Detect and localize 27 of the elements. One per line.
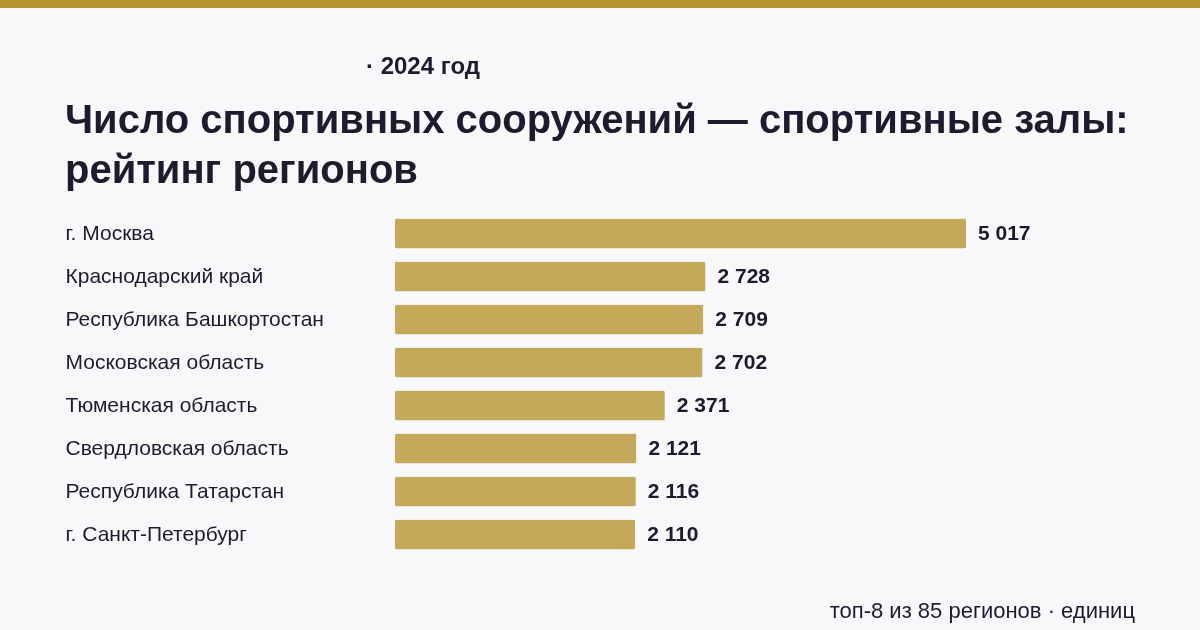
bar [395, 347, 703, 378]
bar [395, 218, 966, 249]
data-label: 2 728 [717, 263, 771, 287]
bar [395, 476, 636, 507]
data-label: 2 121 [648, 435, 702, 459]
text: топ-8 из 85 регионов · единиц [829, 598, 1135, 624]
y-tick-label: г. Москва [65, 220, 155, 244]
bar [395, 261, 706, 292]
bar [395, 390, 665, 421]
y-tick-label: Республика Татарстан [65, 478, 285, 502]
y-tick-label: Свердловская область [65, 435, 289, 459]
chart-title: Число спортивных сооружений — спортивные залы: рейтинг регионов [65, 96, 1130, 193]
y-tick-label: г. Санкт-Петербург [65, 521, 248, 545]
data-label: 2 371 [676, 392, 730, 416]
chart-subtitle: · 2024 год [366, 52, 480, 80]
data-label: 2 709 [715, 306, 768, 330]
data-label: 2 702 [714, 349, 768, 373]
data-label: 5 017 [978, 220, 1031, 244]
data-label: 2 116 [647, 478, 700, 502]
bar [395, 519, 636, 550]
y-tick-label: Тюменская область [65, 392, 258, 416]
bar [395, 304, 704, 335]
data-label: 2 110 [647, 521, 699, 545]
y-tick-label: Республика Башкортостан [65, 306, 324, 330]
y-tick-label: Московская область [65, 349, 265, 373]
bar [395, 433, 637, 464]
y-tick-label: Краснодарский край [65, 263, 264, 287]
